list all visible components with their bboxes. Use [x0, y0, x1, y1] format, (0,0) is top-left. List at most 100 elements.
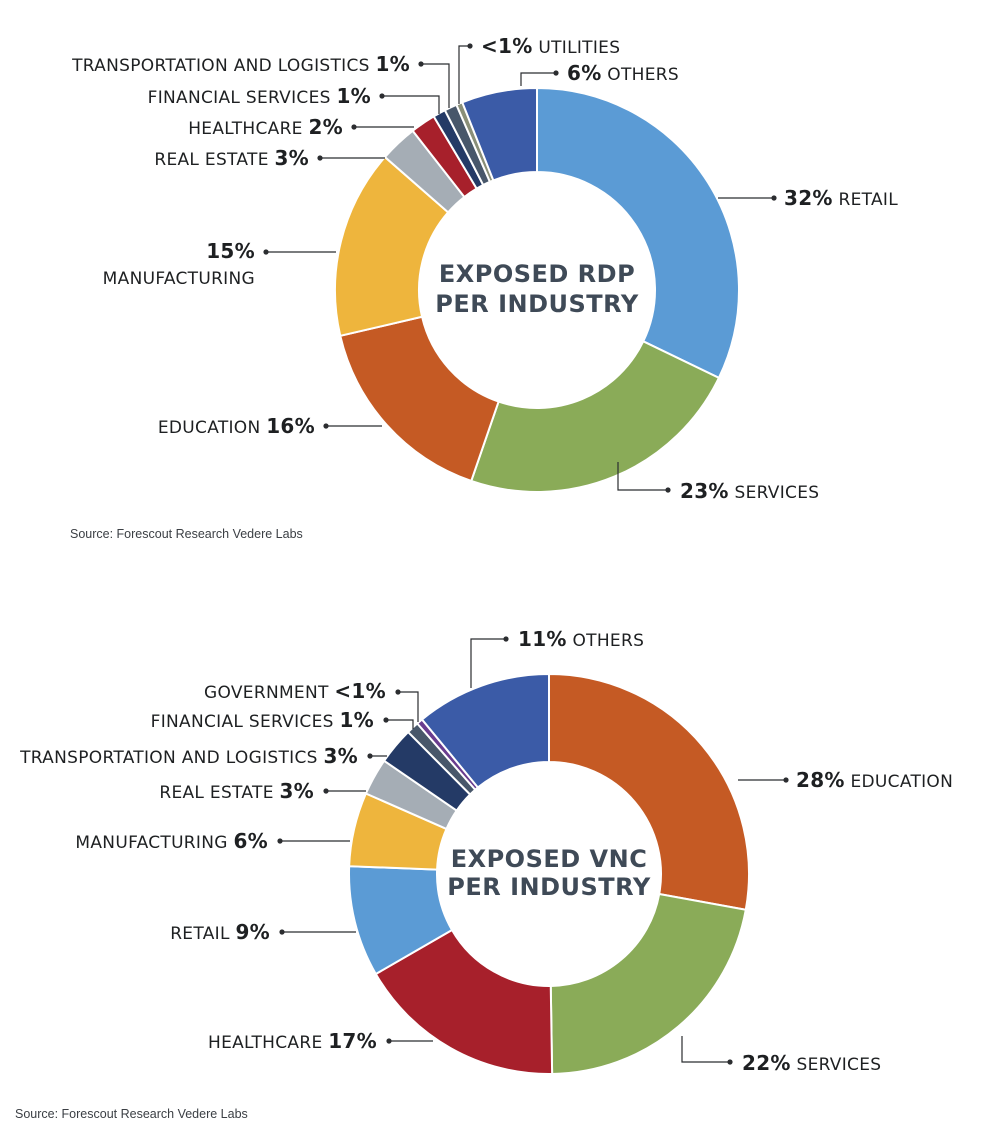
rdp-name-label-services: SERVICES — [729, 483, 820, 503]
vnc-name-label-services: SERVICES — [791, 1055, 882, 1075]
rdp-leader-line-financial-services — [382, 95, 440, 114]
vnc-name-label-others: OTHERS — [567, 631, 644, 651]
vnc-category-label-government: GOVERNMENT <1% — [204, 679, 386, 703]
vnc-category-label-services: 22% SERVICES — [742, 1051, 881, 1075]
vnc-value-label-transportation-and-logistics: 3% — [323, 744, 358, 768]
vnc-label-government: GOVERNMENT <1% — [204, 679, 419, 722]
vnc-name-label-financial-services: FINANCIAL SERVICES — [151, 712, 340, 732]
vnc-category-label-real-estate: REAL ESTATE 3% — [159, 779, 314, 803]
rdp-name-label-utilities: UTILITIES — [533, 38, 621, 58]
rdp-leader-dot-utilities — [467, 43, 473, 49]
vnc-label-transportation-and-logistics: TRANSPORTATION AND LOGISTICS 3% — [19, 744, 387, 768]
rdp-name-label-transportation-and-logistics: TRANSPORTATION AND LOGISTICS — [71, 56, 375, 76]
vnc-label-manufacturing: MANUFACTURING 6% — [75, 829, 350, 853]
vnc-label-healthcare: HEALTHCARE 17% — [208, 1029, 433, 1053]
rdp-label-utilities: <1% UTILITIES — [458, 34, 621, 104]
rdp-category-label-manufacturing: MANUFACTURING — [103, 269, 255, 289]
vnc-leader-line-services — [681, 1036, 730, 1063]
rdp-category-label-real-estate: REAL ESTATE 3% — [154, 146, 309, 170]
rdp-labels: 32% RETAIL 23% SERVICES EDUCATION 16% 15% MA… — [71, 34, 898, 503]
rdp-slices — [334, 86, 740, 493]
rdp-name-label-healthcare: HEALTHCARE — [188, 119, 308, 139]
rdp-value-label-education: 16% — [266, 414, 315, 438]
rdp-leader-dot-others — [553, 70, 559, 76]
vnc-leader-dot-others — [503, 636, 509, 642]
vnc-labels: 28% EDUCATION 22% SERVICES HEALTHCARE 17% R… — [19, 627, 953, 1075]
vnc-slices — [348, 672, 750, 1075]
rdp-label-education: EDUCATION 16% — [158, 414, 382, 438]
vnc-category-label-manufacturing: MANUFACTURING 6% — [75, 829, 268, 853]
rdp-category-label-education: EDUCATION 16% — [158, 414, 315, 438]
rdp-value-label-financial-services: 1% — [336, 84, 371, 108]
vnc-category-label-others: 11% OTHERS — [518, 627, 644, 651]
vnc-name-label-retail: RETAIL — [170, 924, 235, 944]
rdp-category-label-financial-services: FINANCIAL SERVICES 1% — [148, 84, 371, 108]
vnc-value-label-government: <1% — [334, 679, 386, 703]
rdp-center-title-line-2: PER INDUSTRY — [435, 290, 639, 318]
rdp-category-label-services: 23% SERVICES — [680, 479, 819, 503]
rdp-name-label-retail: RETAIL — [833, 190, 898, 210]
rdp-value-label-utilities: <1% — [481, 34, 533, 58]
vnc-value-label-financial-services: 1% — [339, 708, 374, 732]
vnc-value-label-services: 22% — [742, 1051, 791, 1075]
rdp-value-label-services: 23% — [680, 479, 729, 503]
rdp-label-retail: 32% RETAIL — [718, 186, 898, 210]
vnc-category-label-healthcare: HEALTHCARE 17% — [208, 1029, 377, 1053]
rdp-leader-dot-transportation-and-logistics — [418, 61, 424, 67]
rdp-leader-dot-financial-services — [379, 93, 385, 99]
rdp-donut-chart: 32% RETAIL 23% SERVICES EDUCATION 16% 15% MA… — [70, 34, 898, 541]
rdp-center-title-line-1: EXPOSED RDP — [439, 260, 635, 288]
vnc-leader-dot-healthcare — [386, 1038, 392, 1044]
vnc-category-label-transportation-and-logistics: TRANSPORTATION AND LOGISTICS 3% — [19, 744, 358, 768]
vnc-name-label-healthcare: HEALTHCARE — [208, 1033, 328, 1053]
vnc-value-label-real-estate: 3% — [279, 779, 314, 803]
rdp-label-others: 6% OTHERS — [520, 61, 679, 86]
rdp-leader-line-services — [617, 462, 668, 491]
rdp-source-note: Source: Forescout Research Vedere Labs — [70, 527, 303, 541]
rdp-leader-line-utilities — [458, 45, 470, 104]
rdp-leader-dot-education — [323, 423, 329, 429]
rdp-value-label-transportation-and-logistics: 1% — [375, 52, 410, 76]
vnc-source-note: Source: Forescout Research Vedere Labs — [15, 1107, 248, 1121]
rdp-leader-line-transportation-and-logistics — [421, 63, 450, 108]
vnc-category-label-retail: RETAIL 9% — [170, 920, 270, 944]
vnc-donut-hole — [437, 762, 661, 986]
vnc-leader-line-others — [470, 638, 506, 688]
rdp-value-label-retail: 32% — [784, 186, 833, 210]
rdp-category-label-retail: 32% RETAIL — [784, 186, 898, 210]
vnc-leader-dot-transportation-and-logistics — [367, 753, 373, 759]
vnc-leader-dot-real-estate — [323, 788, 329, 794]
rdp-label-real-estate: REAL ESTATE 3% — [154, 146, 385, 170]
vnc-leader-dot-manufacturing — [277, 838, 283, 844]
vnc-value-label-education: 28% — [796, 768, 845, 792]
rdp-name-label-education: EDUCATION — [158, 418, 266, 438]
vnc-value-label-manufacturing: 6% — [233, 829, 268, 853]
rdp-leader-dot-healthcare — [351, 124, 357, 130]
vnc-label-services: 22% SERVICES — [681, 1036, 881, 1075]
vnc-name-label-transportation-and-logistics: TRANSPORTATION AND LOGISTICS — [19, 748, 323, 768]
rdp-donut-hole — [419, 172, 655, 408]
vnc-leader-dot-retail — [279, 929, 285, 935]
rdp-leader-dot-services — [665, 487, 671, 493]
rdp-value-label-manufacturing: 15% — [206, 239, 255, 263]
rdp-label-services: 23% SERVICES — [617, 462, 819, 503]
vnc-leader-dot-education — [783, 777, 789, 783]
vnc-leader-dot-financial-services — [383, 717, 389, 723]
rdp-leader-dot-retail — [771, 195, 777, 201]
vnc-label-financial-services: FINANCIAL SERVICES 1% — [151, 708, 414, 732]
vnc-category-label-education: 28% EDUCATION — [796, 768, 953, 792]
rdp-value-label-healthcare: 2% — [308, 115, 343, 139]
vnc-leader-dot-government — [395, 689, 401, 695]
vnc-donut-chart: 28% EDUCATION 22% SERVICES HEALTHCARE 17% R… — [15, 627, 953, 1121]
vnc-label-real-estate: REAL ESTATE 3% — [159, 779, 366, 803]
rdp-name-label-real-estate: REAL ESTATE — [154, 150, 274, 170]
rdp-name-label-financial-services: FINANCIAL SERVICES — [148, 88, 337, 108]
rdp-label-transportation-and-logistics: TRANSPORTATION AND LOGISTICS 1% — [71, 52, 450, 108]
rdp-leader-dot-manufacturing — [263, 249, 269, 255]
rdp-category-label-transportation-and-logistics: TRANSPORTATION AND LOGISTICS 1% — [71, 52, 410, 76]
vnc-value-label-healthcare: 17% — [328, 1029, 377, 1053]
vnc-name-label-real-estate: REAL ESTATE — [159, 783, 279, 803]
vnc-label-retail: RETAIL 9% — [170, 920, 356, 944]
vnc-slice-services — [549, 892, 747, 1075]
